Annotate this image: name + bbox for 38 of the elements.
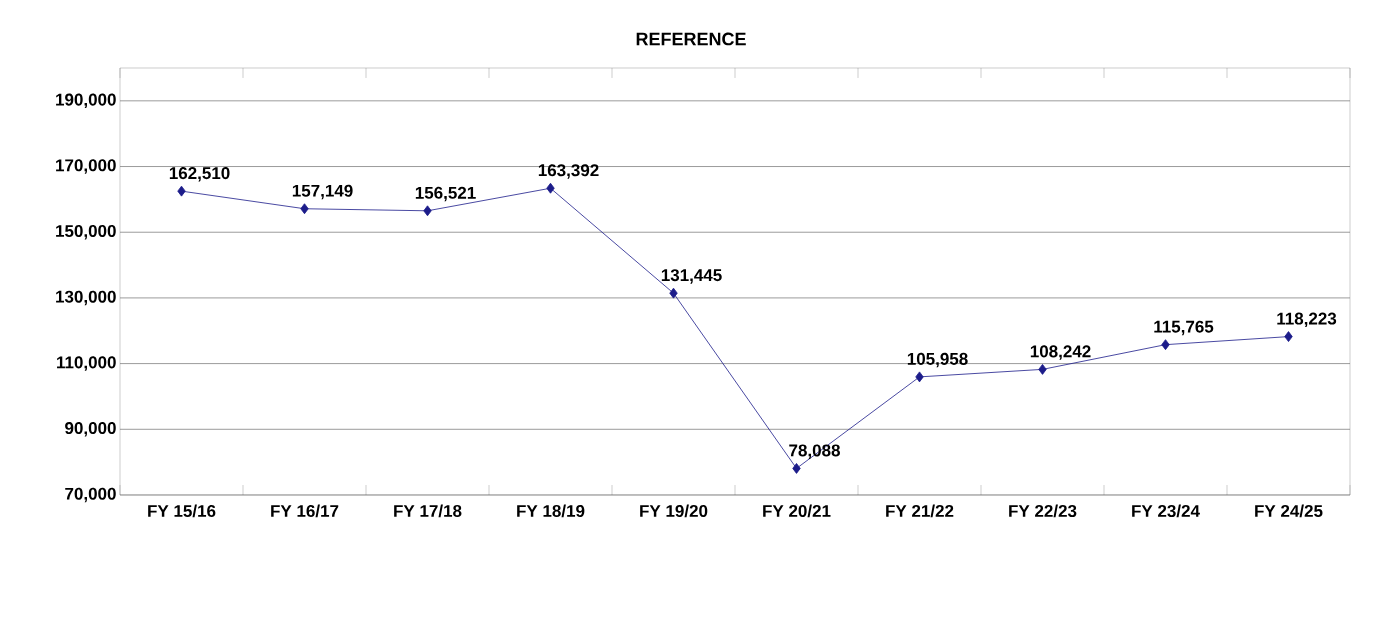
x-tick-label: FY 18/19 bbox=[517, 504, 585, 518]
point bbox=[1038, 363, 1047, 375]
x-tick-label: FY 22/23 bbox=[1009, 504, 1077, 518]
data-label: 115,765 bbox=[1154, 320, 1214, 336]
x-tick-label: FY 19/20 bbox=[640, 504, 708, 518]
data-label: 156,521 bbox=[415, 186, 476, 202]
data-label: 78,088 bbox=[789, 444, 840, 459]
x-tick-label: FY 21/22 bbox=[886, 504, 954, 518]
point bbox=[177, 185, 186, 197]
x-tick-label: FY 23/24 bbox=[1132, 504, 1200, 518]
y-tick-label: 170,000 bbox=[56, 159, 116, 174]
point bbox=[423, 205, 432, 217]
data-label: 162,510 bbox=[169, 167, 230, 182]
x-tick-label: FY 16/17 bbox=[271, 504, 339, 518]
y-tick-label: 90,000 bbox=[65, 422, 116, 437]
point bbox=[669, 287, 678, 299]
data-label: 131,445 bbox=[661, 269, 722, 284]
data-label: 105,958 bbox=[907, 352, 968, 368]
y-tick-label: 110,000 bbox=[57, 356, 116, 371]
data-label: 108,242 bbox=[1030, 345, 1091, 360]
point bbox=[915, 371, 924, 383]
point bbox=[792, 463, 801, 474]
data-label: 163,392 bbox=[538, 164, 599, 179]
point bbox=[1161, 339, 1170, 351]
chart-title: REFERENCE bbox=[636, 32, 746, 46]
x-tick-label: FY 15/16 bbox=[148, 504, 216, 518]
point bbox=[1284, 331, 1293, 342]
y-tick-label: 150,000 bbox=[56, 224, 116, 240]
point bbox=[300, 203, 309, 215]
y-tick-label: 130,000 bbox=[56, 290, 116, 306]
point bbox=[546, 182, 555, 194]
x-tick-label: FY 17/18 bbox=[394, 504, 462, 518]
data-label: 157,149 bbox=[292, 184, 353, 200]
x-tick-label: FY 20/21 bbox=[763, 504, 831, 518]
y-tick-label: 190,000 bbox=[56, 93, 116, 109]
data-label: 118,223 bbox=[1277, 312, 1337, 328]
x-tick-label: FY 24/25 bbox=[1255, 504, 1323, 518]
y-tick-label: 70,000 bbox=[65, 487, 116, 503]
